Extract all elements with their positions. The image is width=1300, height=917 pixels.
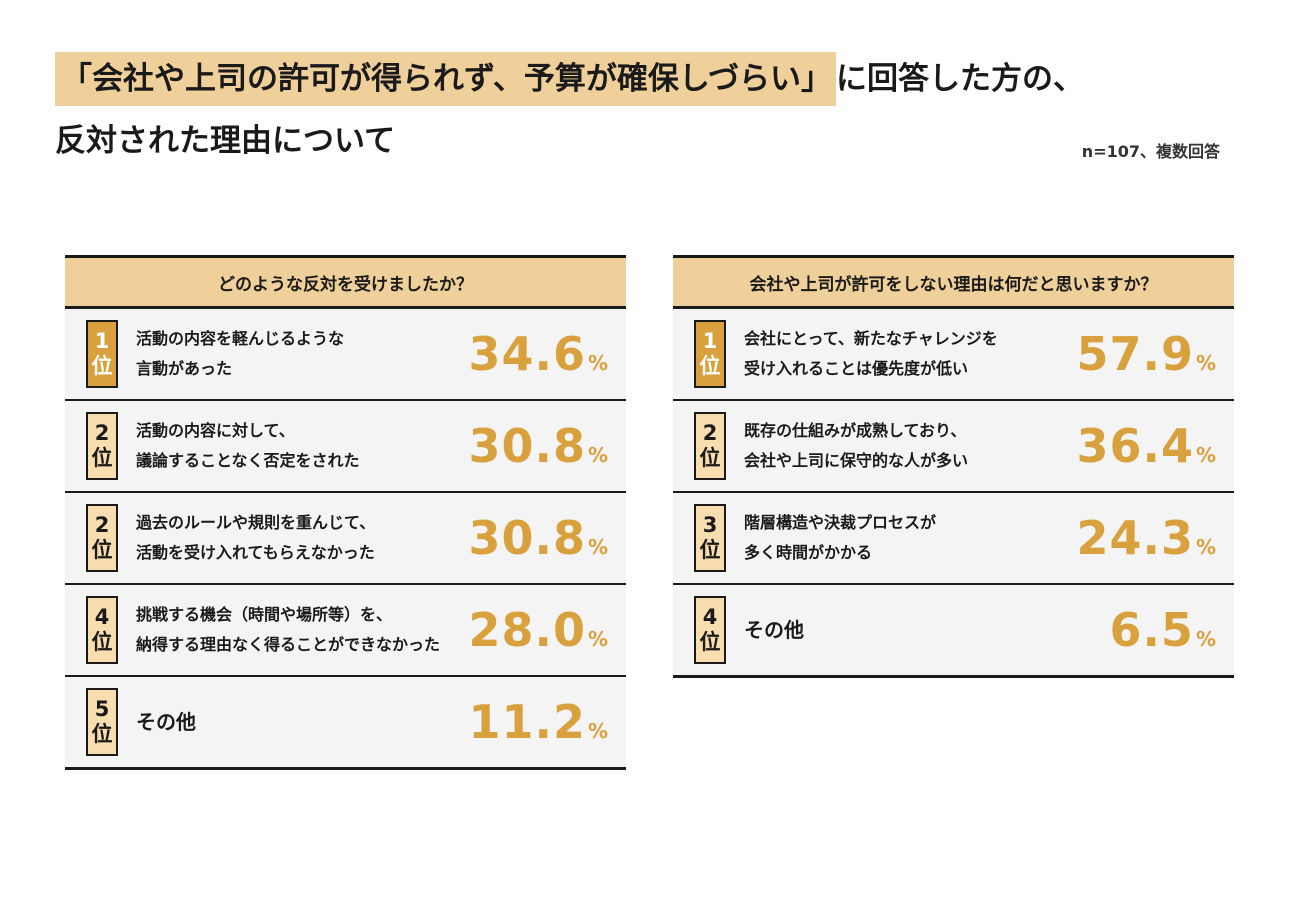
row-label: 既存の仕組みが成熟しており、 会社や上司に保守的な人が多い xyxy=(744,416,968,476)
rank-number: 2 xyxy=(95,421,110,446)
rank-number: 3 xyxy=(703,513,718,538)
rank-number: 4 xyxy=(703,605,718,630)
percentage-value: 11.2% xyxy=(468,695,608,749)
percentage-unit: % xyxy=(588,719,608,743)
rank-suffix: 位 xyxy=(700,538,721,563)
page-title: 「会社や上司の許可が得られず、予算が確保しづらい」 に回答した方の、 xyxy=(55,52,1084,106)
row-label: その他 xyxy=(744,615,804,645)
row-label: 挑戦する機会（時間や場所等）を、 納得する理由なく得ることができなかった xyxy=(136,600,440,660)
title-highlight: 「会社や上司の許可が得られず、予算が確保しづらい」 xyxy=(55,52,836,106)
table-row: 2 位活動の内容に対して、 議論することなく否定をされた 30.8% xyxy=(65,401,626,493)
table-row: 5 位その他 11.2% xyxy=(65,677,626,770)
table-row: 2 位既存の仕組みが成熟しており、 会社や上司に保守的な人が多い 36.4% xyxy=(673,401,1234,493)
percentage-number: 36.4 xyxy=(1076,419,1194,473)
rank-number: 2 xyxy=(703,421,718,446)
table-row: 2 位過去のルールや規則を重んじて、 活動を受け入れてもらえなかった 30.8% xyxy=(65,493,626,585)
percentage-number: 28.0 xyxy=(468,603,586,657)
row-label: その他 xyxy=(136,707,196,737)
rank-number: 5 xyxy=(95,697,110,722)
percentage-unit: % xyxy=(1196,627,1216,651)
percentage-number: 24.3 xyxy=(1076,511,1194,565)
percentage-value: 30.8% xyxy=(468,511,608,565)
rank-number: 2 xyxy=(95,513,110,538)
percentage-value: 57.9% xyxy=(1076,327,1216,381)
percentage-value: 30.8% xyxy=(468,419,608,473)
percentage-value: 24.3% xyxy=(1076,511,1216,565)
rank-suffix: 位 xyxy=(700,446,721,471)
percentage-unit: % xyxy=(588,627,608,651)
page-subtitle: 反対された理由について xyxy=(55,116,395,166)
percentage-number: 6.5 xyxy=(1109,603,1194,657)
sample-note: n=107、複数回答 xyxy=(1082,138,1220,162)
percentage-unit: % xyxy=(588,535,608,559)
rank-suffix: 位 xyxy=(92,630,113,655)
right-ranking-table: 会社や上司が許可をしない理由は何だと思いますか？ 1 位会社にとって、新たなチャレ… xyxy=(673,255,1234,678)
rank-suffix: 位 xyxy=(92,446,113,471)
percentage-value: 36.4% xyxy=(1076,419,1216,473)
rank-number: 4 xyxy=(95,605,110,630)
percentage-unit: % xyxy=(1196,535,1216,559)
row-label: 過去のルールや規則を重んじて、 活動を受け入れてもらえなかった xyxy=(136,508,375,568)
right-table-header: 会社や上司が許可をしない理由は何だと思いますか？ xyxy=(673,255,1234,309)
percentage-unit: % xyxy=(1196,443,1216,467)
percentage-unit: % xyxy=(588,351,608,375)
title-rest: に回答した方の、 xyxy=(836,61,1084,97)
right-table-rows: 1 位会社にとって、新たなチャレンジを 受け入れることは優先度が低い 57.9% 2 位… xyxy=(673,309,1234,678)
table-row: 3 位階層構造や決裁プロセスが 多く時間がかかる 24.3% xyxy=(673,493,1234,585)
table-row: 4 位挑戦する機会（時間や場所等）を、 納得する理由なく得ることができなかった 28… xyxy=(65,585,626,677)
rank-suffix: 位 xyxy=(92,538,113,563)
percentage-number: 30.8 xyxy=(468,511,586,565)
percentage-unit: % xyxy=(1196,351,1216,375)
row-label: 会社にとって、新たなチャレンジを 受け入れることは優先度が低い xyxy=(744,324,998,384)
rank-number: 1 xyxy=(95,329,110,354)
rank-suffix: 位 xyxy=(700,354,721,379)
percentage-unit: % xyxy=(588,443,608,467)
row-label: 活動の内容を軽んじるような 言動があった xyxy=(136,324,344,384)
rank-suffix: 位 xyxy=(700,630,721,655)
table-row: 1 位会社にとって、新たなチャレンジを 受け入れることは優先度が低い 57.9% xyxy=(673,309,1234,401)
row-label: 階層構造や決裁プロセスが 多く時間がかかる xyxy=(744,508,936,568)
table-row: 4 位その他 6.5% xyxy=(673,585,1234,678)
percentage-number: 30.8 xyxy=(468,419,586,473)
percentage-number: 57.9 xyxy=(1076,327,1194,381)
row-label: 活動の内容に対して、 議論することなく否定をされた xyxy=(136,416,360,476)
percentage-value: 34.6% xyxy=(468,327,608,381)
rank-suffix: 位 xyxy=(92,722,113,747)
left-table-rows: 1 位活動の内容を軽んじるような 言動があった 34.6% 2 位活動の内容に対して、 … xyxy=(65,309,626,770)
percentage-number: 34.6 xyxy=(468,327,586,381)
left-table-header: どのような反対を受けましたか？ xyxy=(65,255,626,309)
percentage-value: 6.5% xyxy=(1109,603,1216,657)
rank-number: 1 xyxy=(703,329,718,354)
rank-suffix: 位 xyxy=(92,354,113,379)
table-row: 1 位活動の内容を軽んじるような 言動があった 34.6% xyxy=(65,309,626,401)
left-ranking-table: どのような反対を受けましたか？ 1 位活動の内容を軽んじるような 言動があった 34… xyxy=(65,255,626,770)
percentage-number: 11.2 xyxy=(468,695,586,749)
percentage-value: 28.0% xyxy=(468,603,608,657)
